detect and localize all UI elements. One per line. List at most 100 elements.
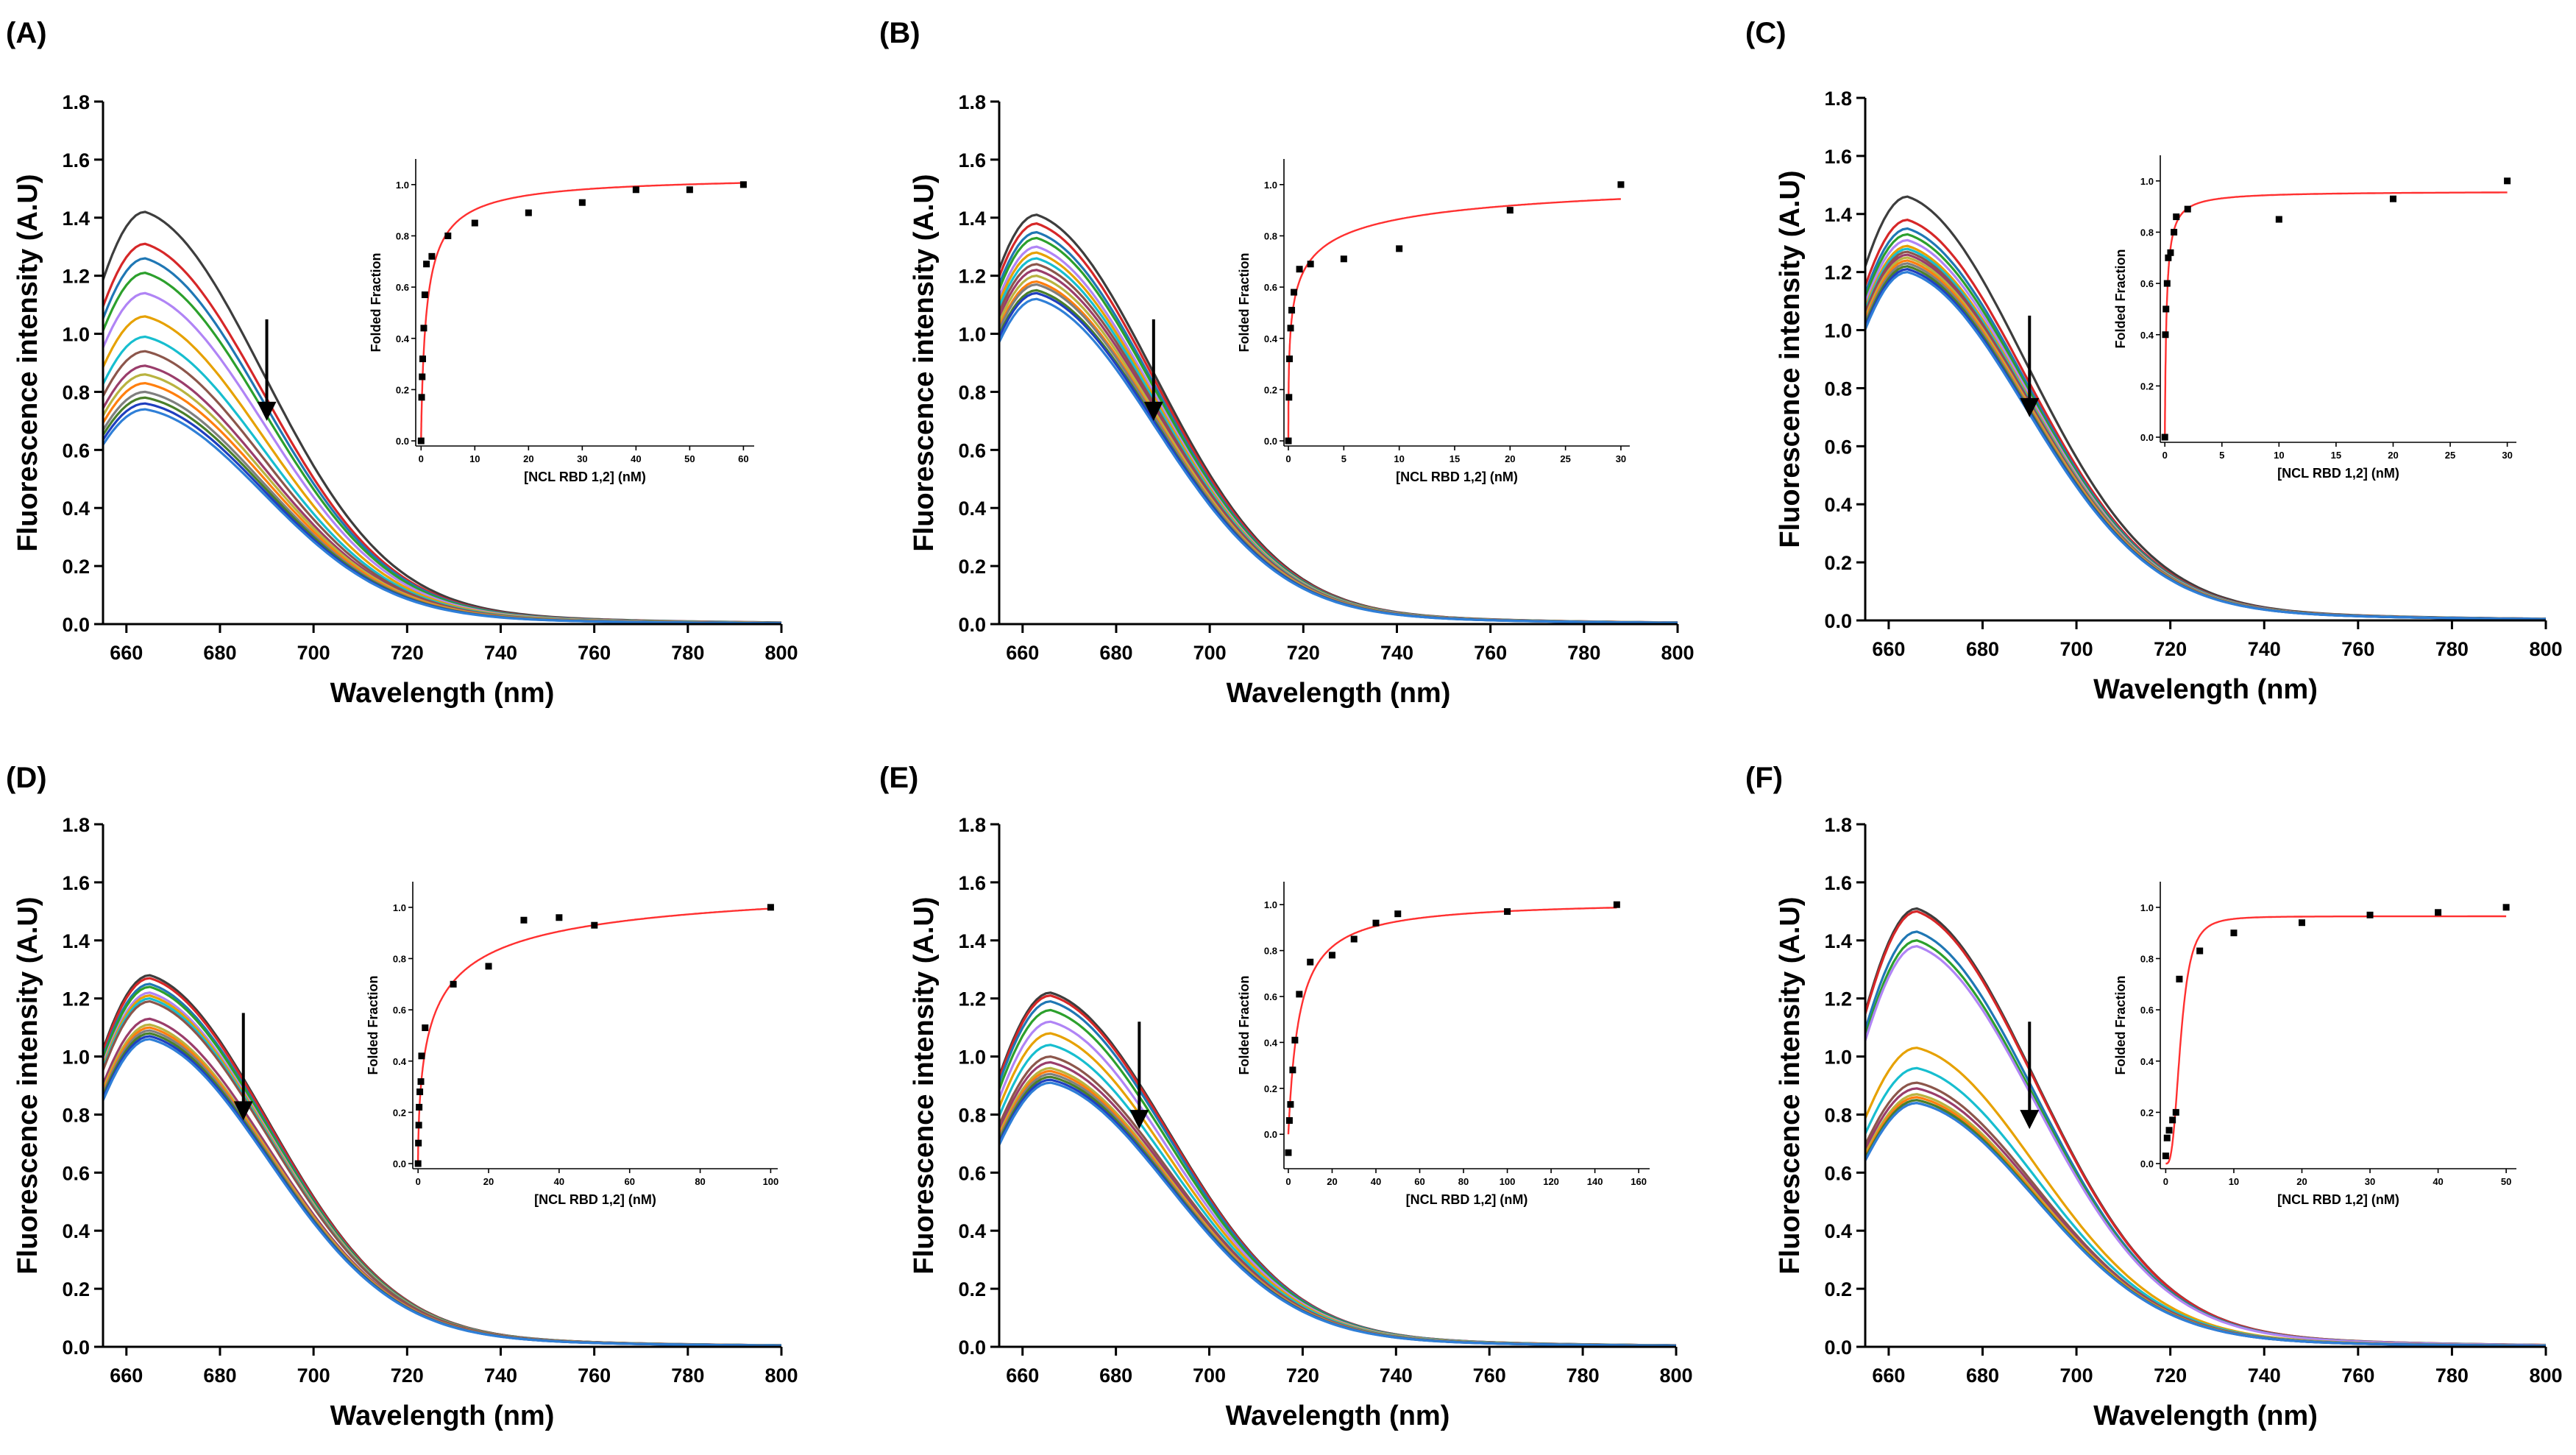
x-tick-label: 760 <box>2341 638 2374 660</box>
series-line-11 <box>1864 1096 2546 1348</box>
y-tick-label: 0.0 <box>62 614 90 636</box>
x-tick-label: 660 <box>110 1364 143 1387</box>
arrow-head <box>1129 1110 1149 1130</box>
series-line-15 <box>998 297 1678 624</box>
inset-data-point <box>1613 901 1620 908</box>
inset-data-point <box>2196 947 2204 955</box>
inset-data-point <box>2162 1153 2169 1160</box>
y-tick-label: 0.0 <box>1824 1337 1852 1359</box>
inset-y-tick-label: 1.0 <box>1264 180 1277 191</box>
series-line-5 <box>998 1020 1677 1347</box>
inset-data-point <box>1296 991 1303 998</box>
series-line-2 <box>102 977 782 1347</box>
inset-fit-curve <box>417 907 771 1164</box>
series-line-4 <box>998 1008 1676 1347</box>
arrow-head <box>2020 397 2040 417</box>
y-axis-title: Fluorescence intensity (A.U) <box>13 896 43 1274</box>
inset-data-point <box>2169 1116 2176 1124</box>
inset-data-point <box>471 219 478 227</box>
inset-data-point <box>2230 930 2238 937</box>
inset-x-axis-title: [NCL RBD 1,2] (nM) <box>534 1192 656 1207</box>
x-tick-label: 780 <box>671 1364 704 1387</box>
series-line-12 <box>102 390 782 625</box>
y-tick-label: 1.8 <box>1824 88 1852 110</box>
y-axis-title: Fluorescence intensity (A.U) <box>1775 896 1806 1274</box>
series-line-11 <box>998 280 1678 624</box>
series-line-4 <box>102 272 781 624</box>
inset-data-point <box>2165 254 2172 261</box>
x-tick-label: 700 <box>2060 638 2093 660</box>
series-line-7 <box>102 335 782 625</box>
series-line-8 <box>102 350 782 625</box>
inset-x-axis-title: [NCL RBD 1,2] (nM) <box>1406 1192 1528 1207</box>
inset-data-point <box>1396 245 1403 252</box>
y-tick-label: 0.4 <box>958 498 986 520</box>
inset-y-tick-label: 0.6 <box>2140 278 2154 289</box>
x-tick-label: 680 <box>203 1364 236 1387</box>
y-tick-label: 0.4 <box>958 1220 986 1242</box>
series-line-15 <box>1864 1102 2546 1348</box>
inset-data-point <box>421 291 428 299</box>
inset-x-tick-label: 10 <box>469 453 480 464</box>
x-tick-label: 660 <box>110 642 143 664</box>
y-tick-label: 0.2 <box>1824 1278 1852 1300</box>
arrow-head <box>233 1101 253 1121</box>
inset-x-axis-title: [NCL RBD 1,2] (nM) <box>2277 1192 2399 1207</box>
panel-label: (C) <box>1745 17 1786 49</box>
inset-fit-curve <box>420 182 744 441</box>
inset-x-tick-label: 140 <box>1587 1176 1603 1187</box>
inset-x-tick-label: 30 <box>2502 450 2512 461</box>
y-tick-label: 0.4 <box>1824 494 1852 516</box>
inset-y-axis-title: Folded Fraction <box>1237 976 1252 1075</box>
inset-data-point <box>2173 213 2180 221</box>
inset-x-tick-label: 120 <box>1543 1176 1559 1187</box>
x-tick-label: 760 <box>1474 642 1507 664</box>
inset-x-tick-label: 0 <box>1285 453 1291 464</box>
inset-data-point <box>591 921 598 929</box>
inset-x-tick-label: 5 <box>1341 453 1346 464</box>
series-line-12 <box>998 283 1678 624</box>
series-group <box>1864 907 2547 1348</box>
y-tick-label: 1.2 <box>62 988 90 1010</box>
inset-x-tick-label: 40 <box>1371 1176 1381 1187</box>
series-line-10 <box>102 373 782 625</box>
series-line-15 <box>1864 271 2547 620</box>
inset-y-tick-label: 0.2 <box>1264 384 1277 395</box>
inset-y-tick-label: 0.0 <box>393 1158 406 1169</box>
inset-y-tick-label: 0.8 <box>393 953 406 964</box>
inset-x-tick-label: 10 <box>1394 453 1404 464</box>
y-tick-label: 0.6 <box>958 439 986 461</box>
inset-x-tick-label: 30 <box>1616 453 1626 464</box>
y-tick-label: 0.2 <box>1824 552 1852 574</box>
inset-y-tick-label: 0.8 <box>2140 953 2154 964</box>
inset-data-point <box>2176 975 2183 983</box>
inset-data-point <box>2389 195 2396 202</box>
series-line-3 <box>102 257 782 624</box>
inset-data-point <box>419 373 426 380</box>
x-tick-label: 680 <box>203 642 236 664</box>
panel-2: (B)660 680 700 720 740 760 780 8000.00.20.40.60… <box>879 17 1695 709</box>
series-line-14 <box>998 291 1678 624</box>
inset-chart: 0 5 10 15 20 25 30 0.0 0.2 0.4 0.6 0.8 1.0 [NCL RBD 1… <box>1237 159 1630 484</box>
y-tick-label: 0.4 <box>1824 1220 1852 1242</box>
y-tick-label: 0.8 <box>1824 378 1852 400</box>
inset-y-tick-label: 0.0 <box>2140 432 2154 443</box>
series-line-2 <box>1864 219 2547 620</box>
x-tick-label: 720 <box>2154 638 2187 660</box>
y-tick-label: 1.0 <box>958 324 986 346</box>
x-tick-label: 760 <box>2341 1364 2374 1387</box>
inset-data-point <box>1287 1101 1294 1108</box>
inset-y-tick-label: 0.8 <box>1264 946 1277 957</box>
x-tick-label: 800 <box>2529 638 2562 660</box>
x-tick-label: 740 <box>484 1364 517 1387</box>
x-tick-label: 680 <box>1966 638 1999 660</box>
inset-data-point <box>1285 1116 1293 1124</box>
panel-3: (C)660 680 700 720 740 760 780 8000.00.20.40.60… <box>1745 17 2563 705</box>
y-tick-label: 1.6 <box>958 872 986 894</box>
inset-x-tick-label: 25 <box>1560 453 1570 464</box>
inset-x-tick-label: 0 <box>2163 1176 2168 1187</box>
series-line-15 <box>102 1038 781 1347</box>
x-tick-label: 700 <box>2060 1364 2093 1387</box>
series-group <box>102 974 782 1347</box>
x-axis-title: Wavelength (nm) <box>1227 678 1451 709</box>
